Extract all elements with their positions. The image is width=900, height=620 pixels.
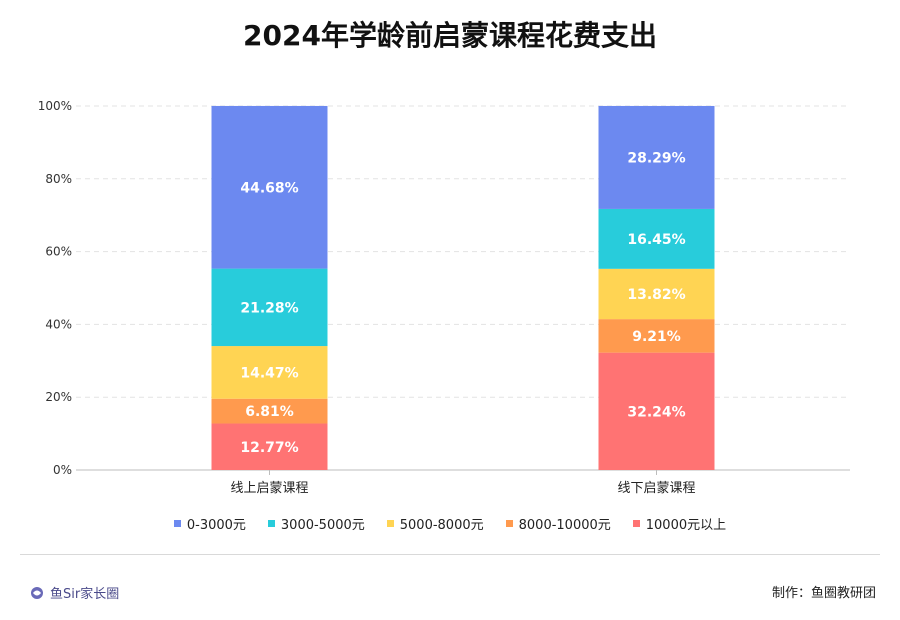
y-tick-label: 80% [45, 172, 72, 186]
y-tick-label: 60% [45, 245, 72, 259]
legend-swatch [173, 520, 181, 527]
data-label: 21.28% [240, 300, 298, 316]
stacked-bar-chart: 0% 20% 40% 60% 80% 100% 12.77% 6.81% 14.47% 21.28… [38, 99, 850, 496]
legend-label: 0-3000元 [186, 518, 246, 533]
footer-divider [20, 554, 880, 555]
legend-item: 5000-8000元 [386, 514, 484, 533]
bar-segment [211, 346, 328, 399]
data-label: 12.77% [240, 440, 298, 456]
legend-swatch [632, 520, 640, 527]
bar-segment [598, 208, 715, 269]
legend-swatch [386, 520, 394, 527]
legend-item: 10000元以上 [632, 514, 727, 533]
data-label: 32.24% [627, 404, 685, 420]
brand-logo-group: 鱼Sir家长圈 [30, 583, 119, 602]
legend-label: 3000-5000元 [280, 518, 365, 533]
x-tick-label: 线上启蒙课程 [230, 481, 308, 496]
bar-segment [211, 105, 328, 269]
legend-label: 5000-8000元 [399, 518, 484, 533]
y-tick-label: 100% [38, 99, 72, 113]
chart-title: 2024年学龄前启蒙课程花费支出 [243, 19, 657, 52]
x-tick-label: 线下启蒙课程 [617, 481, 695, 496]
bar-segment [211, 398, 328, 424]
data-label: 9.21% [632, 329, 681, 345]
legend-swatch [267, 520, 275, 527]
bar-segment [598, 268, 715, 320]
data-label: 13.82% [627, 287, 685, 303]
bar-segment [598, 105, 715, 209]
chart-legend: 0-3000元 3000-5000元 5000-8000元 8000-10000元 10… [0, 514, 900, 533]
legend-item: 3000-5000元 [267, 514, 365, 533]
data-label: 16.45% [627, 232, 685, 248]
data-label: 6.81% [245, 404, 294, 420]
legend-label: 8000-10000元 [518, 518, 611, 533]
data-label: 44.68% [240, 180, 298, 196]
y-tick-label: 20% [45, 390, 72, 404]
data-label: 28.29% [627, 150, 685, 166]
data-label: 14.47% [240, 365, 298, 381]
bar-segment [211, 268, 328, 347]
legend-label: 10000元以上 [645, 518, 727, 533]
y-tick-label: 0% [53, 463, 72, 477]
brand-name: 鱼Sir家长圈 [50, 587, 120, 602]
legend-item: 8000-10000元 [505, 514, 611, 533]
legend-swatch [505, 520, 513, 527]
bar-segment [598, 319, 715, 353]
fish-logo-icon [31, 586, 43, 599]
bar-segment [598, 352, 715, 470]
credit-text: 制作：鱼圈教研团 [771, 586, 876, 601]
y-tick-label: 40% [45, 317, 72, 331]
bar-segment [211, 423, 328, 470]
legend-item: 0-3000元 [173, 514, 246, 533]
